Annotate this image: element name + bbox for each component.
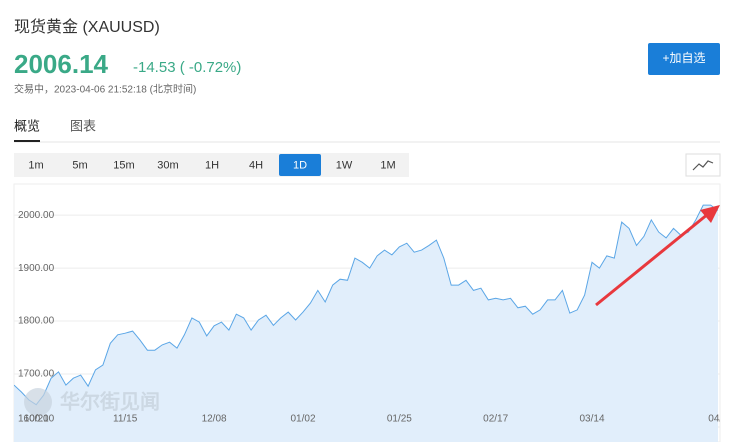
- add-button-label[interactable]: +加自选: [662, 51, 705, 65]
- period-button[interactable]: 1M: [380, 159, 395, 171]
- x-tick-label: 12/08: [202, 414, 227, 425]
- chart-style-button[interactable]: [685, 153, 721, 177]
- period-bar: [14, 153, 409, 177]
- tab[interactable]: 图表: [70, 118, 96, 133]
- x-tick-label: 10/21: [24, 414, 49, 425]
- annotation-arrowhead: [700, 205, 720, 223]
- tab-underline: [14, 140, 40, 142]
- period-active[interactable]: [279, 154, 321, 176]
- x-tick-label: 11/15: [113, 414, 138, 425]
- tab[interactable]: 概览: [14, 118, 40, 133]
- price: 2006.14: [14, 49, 109, 79]
- annotation-arrow: [595, 212, 709, 307]
- watermark: 华尔街见闻: [60, 389, 160, 413]
- x-tick-label: 01/02: [290, 414, 315, 425]
- x-tick-label: 03/14: [580, 414, 605, 425]
- price-line: [14, 204, 719, 406]
- y-tick-label: 1600.00: [18, 414, 55, 425]
- y-tick-label: 1800.00: [18, 316, 55, 327]
- area-fill: [14, 205, 718, 442]
- x-tick-label: 04/0: [708, 414, 728, 425]
- watermark-logo: [24, 388, 52, 416]
- x-tick-label: 01/25: [387, 414, 412, 425]
- period-button[interactable]: 1W: [336, 159, 353, 171]
- y-tick-label: 2000.00: [18, 210, 55, 221]
- chart-style-icon: [692, 160, 714, 171]
- period-button[interactable]: 15m: [113, 159, 134, 171]
- y-tick-label: 1700.00: [18, 369, 55, 380]
- period-button[interactable]: 1m: [28, 159, 43, 171]
- period-button[interactable]: 30m: [157, 159, 178, 171]
- title: 现货黄金 (XAUUSD): [14, 18, 160, 36]
- period-button[interactable]: 4H: [249, 159, 263, 171]
- period-button[interactable]: 1D: [293, 159, 307, 171]
- status: 交易中，2023-04-06 21:52:18 (北京时间): [14, 83, 196, 96]
- period-button[interactable]: 1H: [205, 159, 219, 171]
- add-button[interactable]: [648, 43, 720, 75]
- change: -14.53 ( -0.72%): [133, 59, 241, 76]
- x-tick-label: 02/17: [483, 414, 508, 425]
- period-button[interactable]: 5m: [72, 159, 87, 171]
- y-tick-label: 1900.00: [18, 263, 55, 274]
